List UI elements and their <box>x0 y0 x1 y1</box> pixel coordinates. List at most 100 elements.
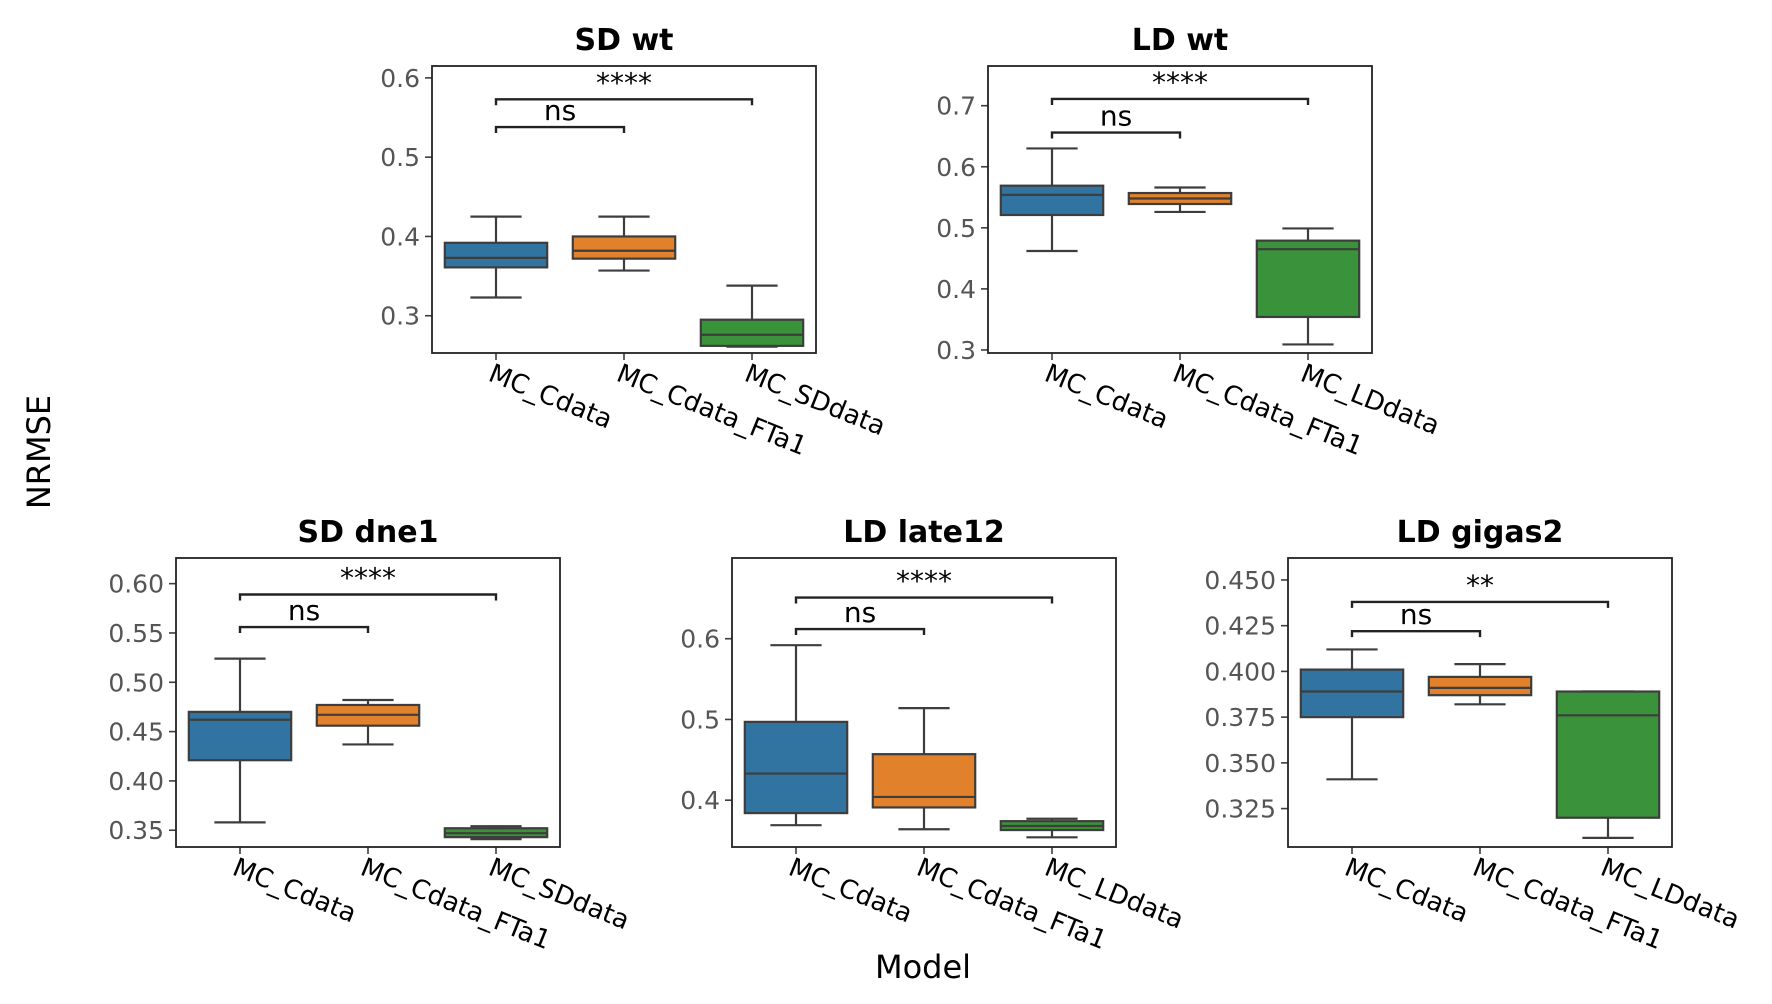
panel-title: LD wt <box>1132 23 1229 58</box>
significance-label: **** <box>896 565 952 598</box>
y-tick-label: 0.5 <box>936 214 976 243</box>
significance-label: ** <box>1466 569 1494 602</box>
box-mc-cdata <box>999 147 1105 253</box>
x-axis-label: Model <box>875 948 971 986</box>
box-iqr <box>699 318 805 347</box>
axes-frame <box>731 557 1117 848</box>
significance-bracket: **** <box>494 66 754 106</box>
box-mc-sddata <box>699 284 805 348</box>
panel-ld-late12: LD late120.40.50.6MC_CdataMC_Cdata_FTa1M… <box>680 515 1187 956</box>
significance-label: ns <box>844 596 876 629</box>
box-iqr <box>443 241 549 269</box>
significance-bracket: **** <box>238 561 498 601</box>
x-tick-label: MC_Cdata <box>228 853 360 930</box>
box-iqr <box>871 753 977 809</box>
box-iqr <box>743 720 849 815</box>
x-tick-label: MC_Cdata <box>784 853 916 930</box>
box-iqr <box>999 184 1105 217</box>
bracket-line <box>494 125 626 134</box>
y-tick-label: 0.55 <box>108 619 164 648</box>
significance-label: **** <box>340 561 396 594</box>
x-tick-label: MC_Cdata <box>1340 853 1472 930</box>
bracket-line <box>1350 629 1482 638</box>
significance-bracket: **** <box>794 565 1054 604</box>
significance-label: **** <box>596 66 652 99</box>
box-iqr <box>1299 668 1405 719</box>
panel-sd-wt: SD wt0.30.40.50.6MC_CdataMC_Cdata_FTa1MC… <box>380 23 889 462</box>
axes-frame <box>431 65 817 354</box>
box-iqr <box>1427 675 1533 697</box>
panel-sd-dne1: SD dne10.350.400.450.500.550.60MC_CdataM… <box>108 515 633 956</box>
significance-label: ns <box>1100 100 1132 133</box>
y-tick-label: 0.4 <box>680 786 720 815</box>
axes-frame <box>1287 557 1673 848</box>
significance-bracket: ns <box>238 594 370 634</box>
y-tick-label: 0.375 <box>1204 703 1276 732</box>
box-iqr <box>1555 690 1661 819</box>
axes-frame <box>175 557 561 848</box>
y-tick-label: 0.6 <box>380 64 420 93</box>
significance-bracket: ** <box>1350 569 1610 608</box>
y-tick-label: 0.6 <box>936 153 976 182</box>
y-axis-label: NRMSE <box>20 395 58 509</box>
box-mc-lddata <box>1555 690 1661 839</box>
box-mc-lddata <box>1255 227 1361 346</box>
box-mc-cdata <box>443 215 549 299</box>
box-iqr <box>1255 239 1361 319</box>
box-mc-lddata <box>999 817 1105 839</box>
box-mc-cdata-fta1 <box>315 698 421 746</box>
box-mc-cdata <box>1299 648 1405 781</box>
significance-bracket: **** <box>1050 66 1310 105</box>
y-tick-label: 0.425 <box>1204 612 1276 641</box>
y-tick-label: 0.60 <box>108 570 164 599</box>
y-tick-label: 0.3 <box>936 336 976 365</box>
box-mc-cdata-fta1 <box>1427 662 1533 706</box>
y-tick-label: 0.4 <box>380 222 420 251</box>
panel-ld-gigas2: LD gigas2 0.325 0.350 0.375 0.400 0.425 0.450 M… <box>1204 515 1743 956</box>
y-tick-label: 0.35 <box>108 816 164 845</box>
panel-title: LD late12 <box>843 515 1004 550</box>
panel-title: LD gigas2 <box>1397 515 1564 550</box>
significance-label: ns <box>288 594 320 627</box>
y-tick-label: 0.5 <box>680 705 720 734</box>
y-tick-label: 0.325 <box>1204 795 1276 824</box>
bracket-line <box>238 625 370 634</box>
y-tick-label: 0.400 <box>1204 657 1276 686</box>
box-mc-cdata-fta1 <box>1127 186 1233 214</box>
significance-bracket: ns <box>794 596 926 636</box>
y-tick-label: 0.45 <box>108 718 164 747</box>
box-mc-sddata <box>443 825 549 841</box>
axes-frame <box>987 65 1373 354</box>
panel-ld-wt: LD wt0.30.40.50.60.7MC_CdataMC_Cdata_FTa… <box>936 23 1443 462</box>
bracket-line <box>1050 131 1182 139</box>
significance-bracket: ns <box>1050 100 1182 139</box>
panel-title: SD wt <box>574 23 673 58</box>
y-tick-label: 0.40 <box>108 767 164 796</box>
bracket-line <box>1050 97 1310 105</box>
box-mc-cdata-fta1 <box>871 707 977 831</box>
y-tick-label: 0.3 <box>380 302 420 331</box>
box-iqr <box>571 235 677 260</box>
y-tick-label: 0.350 <box>1204 749 1276 778</box>
significance-label: **** <box>1152 66 1208 99</box>
x-tick-label: MC_Cdata <box>484 359 616 436</box>
bracket-line <box>1350 600 1610 608</box>
y-tick-label: 0.450 <box>1204 566 1276 595</box>
x-tick-label: MC_Cdata <box>1040 359 1172 436</box>
significance-label: ns <box>1400 598 1432 631</box>
box-mc-cdata-fta1 <box>571 215 677 272</box>
y-tick-label: 0.5 <box>380 143 420 172</box>
bracket-line <box>238 593 498 601</box>
bracket-line <box>494 98 754 106</box>
bracket-line <box>794 596 1054 604</box>
y-tick-label: 0.6 <box>680 625 720 654</box>
box-mc-cdata <box>743 644 849 827</box>
y-tick-label: 0.7 <box>936 92 976 121</box>
significance-bracket: ns <box>1350 598 1482 638</box>
y-tick-label: 0.4 <box>936 275 976 304</box>
y-tick-label: 0.50 <box>108 668 164 697</box>
panel-title: SD dne1 <box>297 515 438 550</box>
bracket-line <box>794 627 926 636</box>
box-mc-cdata <box>187 657 293 824</box>
